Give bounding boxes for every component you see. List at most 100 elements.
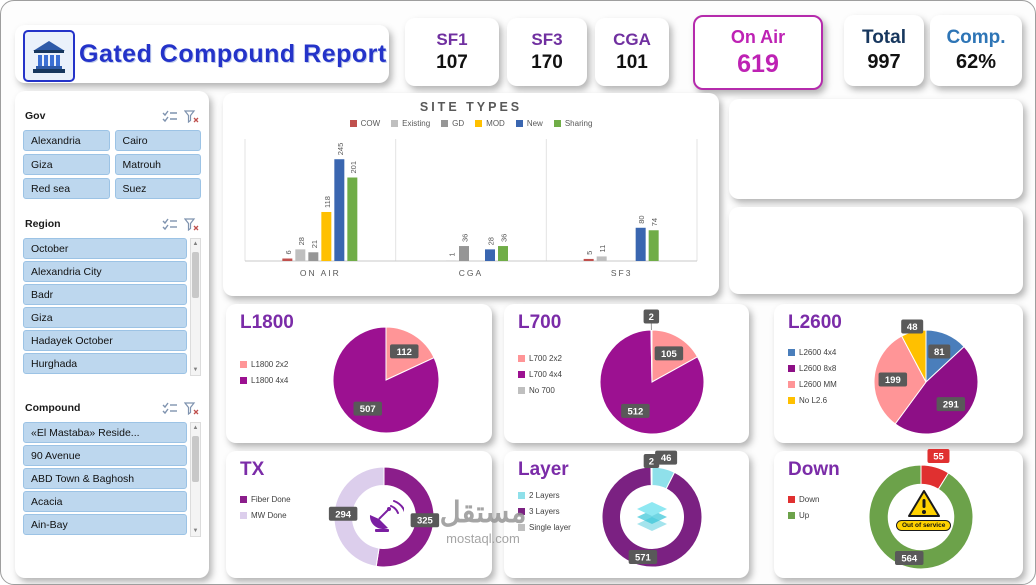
slicer-item[interactable]: Hadayek October [23,330,187,351]
out-of-service-badge: Out of service [896,520,952,531]
multiselect-icon[interactable] [162,218,178,231]
slicer-item[interactable]: October [23,238,187,259]
chart-title: Layer [518,459,569,480]
legend-swatch [518,508,525,515]
legend-item: Down [788,495,819,504]
kpi-card-cga: CGA 101 [595,18,669,86]
scroll-thumb[interactable] [192,436,199,482]
slicer-item-area: October Alexandria City Badr Giza Hadayek Oc… [23,238,201,376]
bar [282,258,293,261]
slicer-item[interactable]: Acacia [23,491,187,512]
legend-swatch [240,361,247,368]
legend-item: 2 Layers [518,491,571,500]
legend-swatch [240,512,247,519]
slicer-item[interactable]: «El Mastaba» Reside... [23,422,187,443]
data-label-box [353,401,382,416]
chart-title: L700 [518,312,562,333]
scrollbar[interactable]: ▲ ▼ [190,422,201,537]
bar-value-label: 80 [637,215,646,223]
slicer-item[interactable]: Giza [23,154,110,175]
slicer-item[interactable]: Giza [23,307,187,328]
data-label: 48 [907,322,918,333]
slicer-item[interactable]: Alexandria City [23,261,187,282]
l1800-pie-chart: 112 507 [332,326,440,434]
legend-item: Single layer [518,523,571,532]
slicer-item[interactable]: Badr [23,284,187,305]
scroll-down-button[interactable]: ▼ [192,528,199,534]
kpi-value: 619 [737,49,779,78]
chart-legend: Down Up [788,495,819,520]
slicer-item-list: October Alexandria City Badr Giza Hadayek Oc… [23,238,187,374]
category-label: CGA [459,268,483,278]
category-label: ON AIR [300,268,341,278]
slicer-item[interactable]: Red sea [23,178,110,199]
legend-item: COW [349,119,380,128]
legend-swatch [349,120,357,127]
slicer-item[interactable]: 90 Avenue [23,445,187,466]
chart-slice [894,345,979,435]
kpi-card-sf1: SF1 107 [405,18,499,86]
clear-filter-icon[interactable] [184,217,199,231]
bar-value-label: 28 [297,237,306,245]
tx-donut-chart: 325 294 [328,466,440,568]
legend-item: Fiber Done [240,495,291,504]
bar [485,249,495,261]
scroll-thumb[interactable] [192,252,199,298]
scroll-up-button[interactable]: ▲ [192,241,199,247]
down-donut-chart: 55 564 [868,449,974,570]
slicer-item[interactable]: Alexandria [23,130,110,151]
bar [295,249,306,261]
chart-slice [333,466,385,567]
slicer-title: Gov [25,110,46,122]
multiselect-icon[interactable] [162,402,178,415]
legend-item: L1800 4x4 [240,376,288,385]
legend-swatch [391,120,399,127]
data-label-box [643,309,660,324]
bar [459,246,469,261]
data-label: 2 [649,312,654,323]
slicer-header: Gov [23,107,201,125]
legend-swatch [518,524,525,531]
scroll-down-button[interactable]: ▼ [192,367,199,373]
bar-value-label: 118 [323,196,332,208]
kpi-card-onair: On Air 619 [693,15,823,90]
slicer-item-area: «El Mastaba» Reside... 90 Avenue ABD Town … [23,422,201,537]
data-label: 512 [627,406,643,417]
scroll-up-button[interactable]: ▲ [192,425,199,431]
kpi-label: SF1 [436,30,468,49]
slicer-item[interactable]: Hurghada [23,353,187,374]
legend-swatch [518,371,525,378]
chart-slice [650,466,653,487]
tx-center-icon [364,497,404,535]
down-center-icon: Out of service [896,489,952,531]
data-label-box [901,319,924,334]
bar [321,211,332,261]
slicer-item[interactable]: Matrouh [114,154,201,175]
slicer-item[interactable]: ABD Town & Baghosh [23,468,187,489]
bar-value-label: 5 [585,251,594,255]
slicer-item[interactable]: Cairo [114,130,201,151]
data-label-box [654,346,684,361]
bar [596,256,607,261]
chart-slice [868,464,974,570]
legend-swatch [788,496,795,503]
clear-filter-icon[interactable] [184,109,199,123]
bar [583,258,594,261]
data-label-box [655,450,678,465]
scrollbar[interactable]: ▲ ▼ [190,238,201,376]
chart-title: L2600 [788,312,842,333]
bar [308,252,319,261]
legend-swatch [788,512,795,519]
slicer-item[interactable]: Suez [114,178,201,199]
multiselect-icon[interactable] [162,110,178,123]
legend-swatch [518,492,525,499]
data-label: 507 [360,404,376,415]
bar-value-label: 36 [500,234,509,242]
data-label-box [643,454,660,469]
kpi-value: 170 [531,52,563,73]
kpi-card-comp: Comp. 62% [930,15,1022,86]
clear-filter-icon[interactable] [184,401,199,415]
slicer-item[interactable]: Ain-Bay [23,514,187,535]
legend-swatch [475,120,483,127]
kpi-card-sf3: SF3 170 [507,18,587,86]
